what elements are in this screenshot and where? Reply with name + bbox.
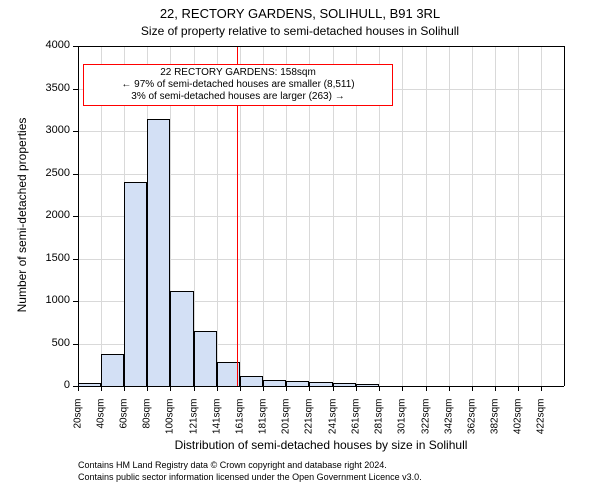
ytick-label: 4000 [0, 39, 70, 51]
ytick-label: 2500 [0, 167, 70, 179]
xaxis-label: Distribution of semi-detached houses by … [78, 438, 564, 452]
histogram-bar [124, 182, 147, 386]
grid-line-v [449, 46, 450, 386]
xaxis-line-top [78, 46, 564, 47]
histogram-bar [194, 331, 217, 386]
xaxis-line [78, 386, 564, 387]
histogram-bar [147, 119, 170, 386]
grid-line-v [402, 46, 403, 386]
ytick-label: 500 [0, 337, 70, 349]
grid-line-v [495, 46, 496, 386]
ytick-label: 3000 [0, 124, 70, 136]
histogram-bar [170, 291, 194, 386]
chart-subtitle: Size of property relative to semi-detach… [0, 24, 600, 38]
annotation-line: 22 RECTORY GARDENS: 158sqm [88, 67, 388, 79]
ytick-label: 2000 [0, 209, 70, 221]
grid-line-v [541, 46, 542, 386]
ytick-label: 1500 [0, 252, 70, 264]
footer-line-2: Contains public sector information licen… [78, 472, 422, 482]
yaxis-label: Number of semi-detached properties [15, 45, 29, 385]
grid-line-v [472, 46, 473, 386]
ytick-label: 1000 [0, 294, 70, 306]
plot-area: 22 RECTORY GARDENS: 158sqm← 97% of semi-… [78, 46, 564, 386]
annotation-line: 3% of semi-detached houses are larger (2… [88, 91, 388, 103]
yaxis-line-right [564, 46, 565, 386]
annotation-box: 22 RECTORY GARDENS: 158sqm← 97% of semi-… [83, 64, 393, 106]
histogram-bar [240, 376, 263, 386]
ytick-label: 0 [0, 379, 70, 391]
chart-title: 22, RECTORY GARDENS, SOLIHULL, B91 3RL [0, 6, 600, 21]
annotation-line: ← 97% of semi-detached houses are smalle… [88, 79, 388, 91]
histogram-bar [101, 354, 124, 386]
chart-container: { "chart": { "type": "histogram", "backg… [0, 0, 600, 500]
yaxis-line [78, 46, 79, 386]
grid-line-v [518, 46, 519, 386]
grid-line-v [426, 46, 427, 386]
footer-line-1: Contains HM Land Registry data © Crown c… [78, 460, 387, 470]
ytick-label: 3500 [0, 82, 70, 94]
